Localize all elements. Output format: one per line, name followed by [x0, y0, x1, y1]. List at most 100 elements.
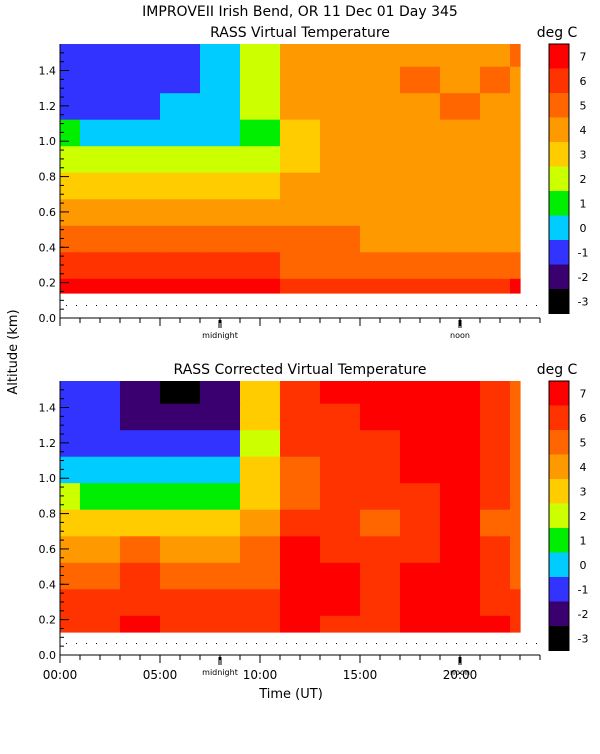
surface-dot	[226, 305, 227, 306]
heatmap-cell	[440, 225, 481, 253]
surface-dot	[146, 305, 147, 306]
surface-dot	[456, 643, 457, 644]
heatmap-cell	[280, 403, 321, 431]
heatmap-cell	[510, 251, 521, 279]
heatmap-cell	[60, 119, 81, 147]
heatmap-cell	[440, 92, 481, 120]
heatmap-cell	[80, 66, 121, 94]
heatmap-cell	[240, 119, 281, 147]
surface-dot	[486, 305, 487, 306]
x-tick-label: 10:00	[243, 668, 278, 682]
colorbar-tick-label: 7	[580, 50, 587, 63]
heatmap-cell	[360, 588, 401, 616]
heatmap-cell	[60, 588, 81, 616]
heatmap-cell	[280, 225, 321, 253]
heatmap-cell	[400, 482, 441, 510]
surface-dot	[216, 643, 217, 644]
heatmap-cell	[440, 172, 481, 200]
colorbar-swatch	[549, 166, 569, 192]
heatmap-cell	[60, 251, 81, 279]
surface-dot	[376, 643, 377, 644]
heatmap-cell	[60, 381, 81, 404]
heatmap-cell	[480, 66, 511, 94]
surface-dot	[506, 643, 507, 644]
heatmap-cell	[360, 44, 401, 67]
heatmap-cell	[240, 562, 281, 590]
colorbar-tick-label: -3	[578, 632, 589, 645]
heatmap-cell	[360, 145, 401, 173]
colorbar-tick-label: 3	[580, 485, 587, 498]
heatmap-cell	[440, 278, 481, 294]
surface-dot	[76, 305, 77, 306]
heatmap-cell	[480, 198, 511, 226]
colorbar-tick-label: 0	[580, 559, 587, 572]
heatmap-cell	[360, 403, 401, 431]
heatmap-cell	[160, 119, 201, 147]
heatmap-cell	[60, 615, 81, 633]
heatmap-cell	[360, 172, 401, 200]
heatmap-cell	[320, 145, 361, 173]
heatmap-cell	[240, 588, 281, 616]
surface-dot	[126, 643, 127, 644]
heatmap-cell	[80, 278, 121, 294]
surface-dot	[156, 305, 157, 306]
heatmap-cell	[240, 198, 281, 226]
surface-dot	[526, 305, 527, 306]
x-tick-label: 00:00	[43, 668, 78, 682]
colorbar-swatch	[549, 68, 569, 94]
surface-dot	[426, 305, 427, 306]
heatmap-cell	[240, 278, 281, 294]
y-tick-label: 0.0	[39, 312, 57, 325]
heatmap-cell	[480, 509, 511, 537]
colorbar-tick-label: 2	[580, 510, 587, 523]
surface-dot	[266, 305, 267, 306]
heatmap-cell	[480, 535, 511, 563]
heatmap-cell	[510, 509, 521, 537]
heatmap-cell	[440, 562, 481, 590]
y-tick-label: 1.0	[39, 472, 57, 485]
colorbar-frame	[548, 43, 570, 314]
surface-dot	[236, 643, 237, 644]
surface-dot	[136, 305, 137, 306]
heatmap-cell	[80, 535, 121, 563]
heatmap-cell	[200, 145, 241, 173]
noon-marker-label: noon	[450, 668, 470, 677]
heatmap-cell	[320, 198, 361, 226]
heatmap-cell	[280, 92, 321, 120]
colorbar-swatch	[549, 601, 569, 627]
surface-dot	[206, 643, 207, 644]
y-tick-label: 0.8	[39, 508, 57, 521]
heatmap-cell	[400, 588, 441, 616]
surface-dot	[86, 305, 87, 306]
heatmap-cell	[440, 535, 481, 563]
heatmap-cell	[80, 482, 121, 510]
heatmap-cell	[400, 456, 441, 484]
heatmap-cell	[440, 119, 481, 147]
y-tick-label: 1.2	[39, 100, 57, 113]
heatmap-cell	[120, 92, 161, 120]
colorbar-tick-label: 5	[580, 436, 587, 449]
colorbar-swatch	[549, 44, 569, 69]
chart-title: RASS Corrected Virtual Temperature	[174, 362, 427, 378]
heatmap-cell	[320, 251, 361, 279]
heatmap-cell	[200, 482, 241, 510]
heatmap-cell	[160, 225, 201, 253]
surface-dot	[196, 643, 197, 644]
colorbar-tick-label: 6	[580, 412, 587, 425]
surface-dot	[166, 643, 167, 644]
heatmap-cell	[400, 429, 441, 457]
heatmap-cell	[160, 66, 201, 94]
colorbar-tick-label: 1	[580, 197, 587, 210]
surface-dot	[416, 643, 417, 644]
surface-dot	[186, 643, 187, 644]
heatmap-cell	[160, 251, 201, 279]
heatmap-cell	[440, 198, 481, 226]
heatmap-cell	[510, 615, 521, 633]
heatmap-cell	[320, 456, 361, 484]
surface-dot	[416, 305, 417, 306]
heatmap-cell	[280, 509, 321, 537]
heatmap-cell	[480, 44, 511, 67]
heatmap-cell	[240, 615, 281, 633]
surface-dot	[336, 305, 337, 306]
